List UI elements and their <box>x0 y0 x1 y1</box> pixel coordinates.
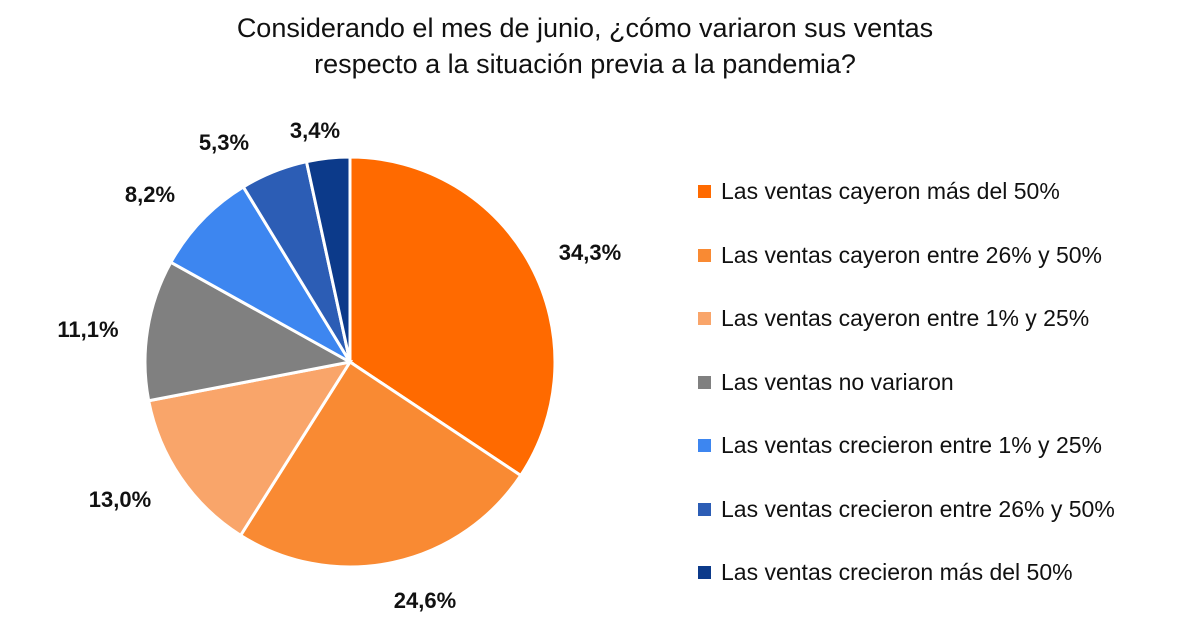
pie-slice <box>304 155 352 363</box>
legend-label: Las ventas crecieron más del 50% <box>721 559 1073 586</box>
data-label: 8,2% <box>125 182 175 207</box>
legend-label: Las ventas crecieron entre 1% y 25% <box>721 432 1102 459</box>
data-label: 34,3% <box>559 240 621 265</box>
legend-label: Las ventas crecieron entre 26% y 50% <box>721 495 1115 522</box>
chart-title-line-1: Considerando el mes de junio, ¿cómo vari… <box>236 13 934 43</box>
pie-slice <box>146 359 354 538</box>
legend-item: Las ventas no variaron <box>698 351 1115 415</box>
legend-item: Las ventas crecieron entre 1% y 25% <box>698 414 1115 478</box>
legend-swatch <box>698 502 711 516</box>
pie-slice <box>238 359 523 569</box>
legend: Las ventas cayeron más del 50% Las ventas… <box>698 160 1115 605</box>
legend-swatch <box>698 248 711 262</box>
legend-swatch <box>698 312 711 326</box>
legend-swatch <box>698 439 711 453</box>
legend-label: Las ventas cayeron entre 1% y 25% <box>721 305 1090 332</box>
legend-item: Las ventas cayeron entre 1% y 25% <box>698 287 1115 351</box>
chart-title-line-2: respecto a la situación previa a la pand… <box>314 49 856 79</box>
legend-label: Las ventas cayeron entre 26% y 50% <box>721 241 1103 268</box>
legend-item: Las ventas crecieron entre 26% y 50% <box>698 478 1115 542</box>
legend-item: Las ventas cayeron entre 26% y 50% <box>698 224 1115 288</box>
legend-swatch <box>698 185 711 199</box>
pie-slice <box>143 260 355 403</box>
data-label: 5,3% <box>199 130 249 155</box>
data-label: 3,4% <box>290 118 340 143</box>
data-label: 11,1% <box>57 317 118 342</box>
legend-item: Las ventas cayeron más del 50% <box>698 160 1115 224</box>
legend-label: Las ventas no variaron <box>721 368 954 395</box>
pie-slice <box>168 184 355 367</box>
legend-swatch <box>698 566 711 580</box>
data-label: 13,0% <box>89 487 151 512</box>
data-label: 24,6% <box>394 588 456 613</box>
legend-swatch <box>698 375 711 389</box>
legend-label: Las ventas cayeron más del 50% <box>721 178 1060 205</box>
legend-item: Las ventas crecieron más del 50% <box>698 541 1115 605</box>
